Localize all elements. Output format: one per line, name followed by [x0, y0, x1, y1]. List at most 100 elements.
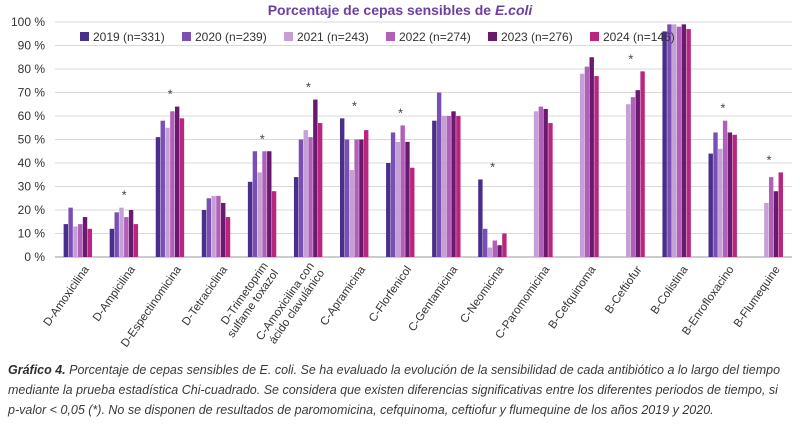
bar [128, 210, 134, 257]
bar [247, 181, 253, 257]
bar [293, 177, 299, 257]
bar [533, 111, 539, 257]
x-tick-label-line: C-Gentamicina [406, 264, 460, 334]
bar [676, 26, 682, 258]
bar [630, 97, 636, 257]
bar [133, 224, 139, 257]
legend-swatch [386, 32, 395, 41]
y-tick-label: 50 % [18, 133, 46, 147]
bar [317, 123, 323, 257]
x-tick-label: B-Flumequine [732, 264, 783, 330]
bar [667, 24, 672, 257]
chart-title-text: Porcentaje de cepas sensibles de [268, 2, 495, 18]
bar [718, 148, 723, 257]
x-tick-label: D-Ampicilina [91, 264, 138, 324]
legend-label: 2019 (n=331) [93, 30, 165, 44]
y-tick-label: 20 % [18, 203, 46, 217]
bar [303, 130, 308, 257]
bar [252, 151, 258, 257]
bar [78, 224, 83, 257]
bar [589, 57, 594, 257]
bar [160, 120, 165, 257]
significance-marker: * [766, 152, 771, 167]
bar [109, 228, 115, 257]
legend-swatch [284, 32, 293, 41]
bar [165, 127, 170, 257]
bar [502, 233, 507, 257]
significance-marker: * [398, 105, 403, 120]
significance-marker: * [490, 159, 495, 174]
bar [206, 198, 212, 257]
bar [216, 195, 221, 257]
bar [451, 111, 456, 257]
significance-marker: * [720, 101, 725, 116]
x-tick-label-line: B-Ceftiofur [603, 264, 644, 316]
x-tick-label: B-Ceftiofur [603, 264, 644, 316]
bar [441, 116, 447, 257]
bar [298, 139, 304, 257]
bar [349, 170, 355, 257]
bar [584, 66, 590, 258]
bar [344, 139, 350, 257]
bar [768, 177, 774, 257]
bar [478, 179, 483, 257]
x-tick-label: B-Enrofloxacino [680, 264, 736, 337]
bar [257, 172, 262, 257]
bar [267, 151, 272, 257]
x-tick-label-line: C-Florfenicol [367, 264, 414, 324]
bar [211, 195, 216, 257]
bar [713, 132, 718, 257]
x-tick-label: D-Amoxicilina [42, 264, 92, 329]
legend-label: 2021 (n=243) [297, 30, 369, 44]
legend-label: 2024 (n=146) [603, 30, 675, 44]
significance-marker: * [122, 188, 127, 203]
bar [778, 172, 783, 257]
bar [405, 141, 410, 257]
x-tick-label-line: B-Cefquinoma [546, 264, 598, 332]
x-tick-label: C-Gentamicina [406, 264, 460, 334]
caption-text-before: Porcentaje de cepas sensibles de [65, 363, 260, 377]
bar [386, 163, 391, 257]
bar [155, 137, 161, 257]
bar [170, 111, 175, 257]
legend-swatch [182, 32, 191, 41]
significance-marker: * [628, 51, 633, 66]
bar [764, 202, 769, 257]
significance-marker: * [168, 87, 173, 102]
bar [87, 228, 93, 257]
bar [68, 207, 73, 257]
legend-swatch [590, 32, 599, 41]
x-tick-label: C-Neomicina [458, 264, 506, 326]
bar [446, 116, 451, 257]
y-tick-label: 70 % [18, 86, 46, 100]
legend-label: 2020 (n=239) [195, 30, 267, 44]
legend-swatch [488, 32, 497, 41]
bar [201, 210, 207, 257]
bar [124, 217, 129, 257]
bar [662, 31, 667, 258]
bar [308, 137, 313, 257]
bar [359, 139, 364, 257]
bar [340, 118, 345, 257]
y-tick-label: 10 % [18, 227, 46, 241]
bar [432, 120, 437, 257]
bar [271, 191, 277, 257]
bar [625, 104, 631, 257]
caption-organism: E. coli [259, 363, 294, 377]
bar [410, 167, 415, 257]
bar [727, 132, 733, 257]
x-tick-label: C-Florfenicol [367, 264, 414, 324]
bar [594, 76, 599, 257]
bar [63, 224, 69, 257]
legend-swatch [80, 32, 89, 41]
bar [708, 153, 713, 257]
bar [579, 73, 585, 257]
bar [390, 132, 396, 257]
bar [543, 108, 548, 257]
y-tick-label: 90 % [18, 39, 46, 53]
x-tick-label: B-Colistina [649, 264, 691, 317]
legend-label: 2023 (n=276) [501, 30, 573, 44]
caption-text-after: . Se ha evaluado la evolución de la sens… [8, 363, 781, 417]
bar [456, 116, 461, 257]
x-tick-label-line: C-Neomicina [458, 264, 506, 326]
